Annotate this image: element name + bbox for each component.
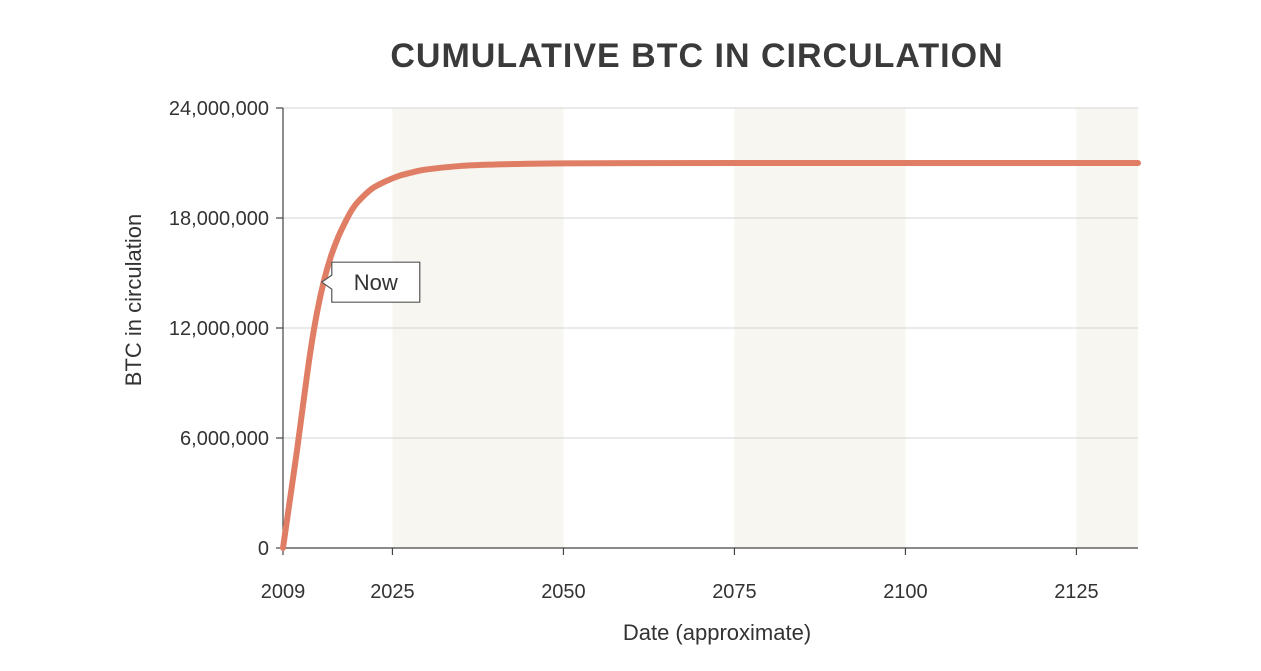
y-tick-label-4: 24,000,000 <box>169 98 269 120</box>
x-axis-label: Date (approximate) <box>623 620 811 645</box>
x-tick-labels: 2009 2025 2050 2075 2100 2125 <box>261 581 1099 603</box>
annotation-callout <box>320 261 421 303</box>
annotation-text: Now <box>354 270 398 295</box>
y-tick-label-3: 18,000,000 <box>169 208 269 230</box>
x-tick-label-3: 2075 <box>712 581 757 603</box>
series-line-btc <box>280 159 1141 551</box>
x-tick-label-5: 2125 <box>1054 581 1099 603</box>
chart-title: CUMULATIVE BTC IN CIRCULATION <box>390 37 1003 75</box>
x-tick-label-0: 2009 <box>261 581 306 603</box>
y-tick-labels: 0 6,000,000 12,000,000 18,000,000 24,000,000 <box>169 98 269 560</box>
x-tick-label-4: 2100 <box>883 581 928 603</box>
axes <box>276 107 1138 555</box>
x-tick-label-1: 2025 <box>370 581 415 603</box>
annotation-now: Now <box>320 261 421 303</box>
y-tick-label-2: 12,000,000 <box>169 318 269 340</box>
y-axis-label: BTC in circulation <box>121 214 146 386</box>
gridlines <box>283 107 1138 439</box>
y-tick-label-1: 6,000,000 <box>180 428 269 450</box>
x-tick-label-2: 2050 <box>541 581 586 603</box>
y-tick-label-0: 0 <box>258 538 269 560</box>
